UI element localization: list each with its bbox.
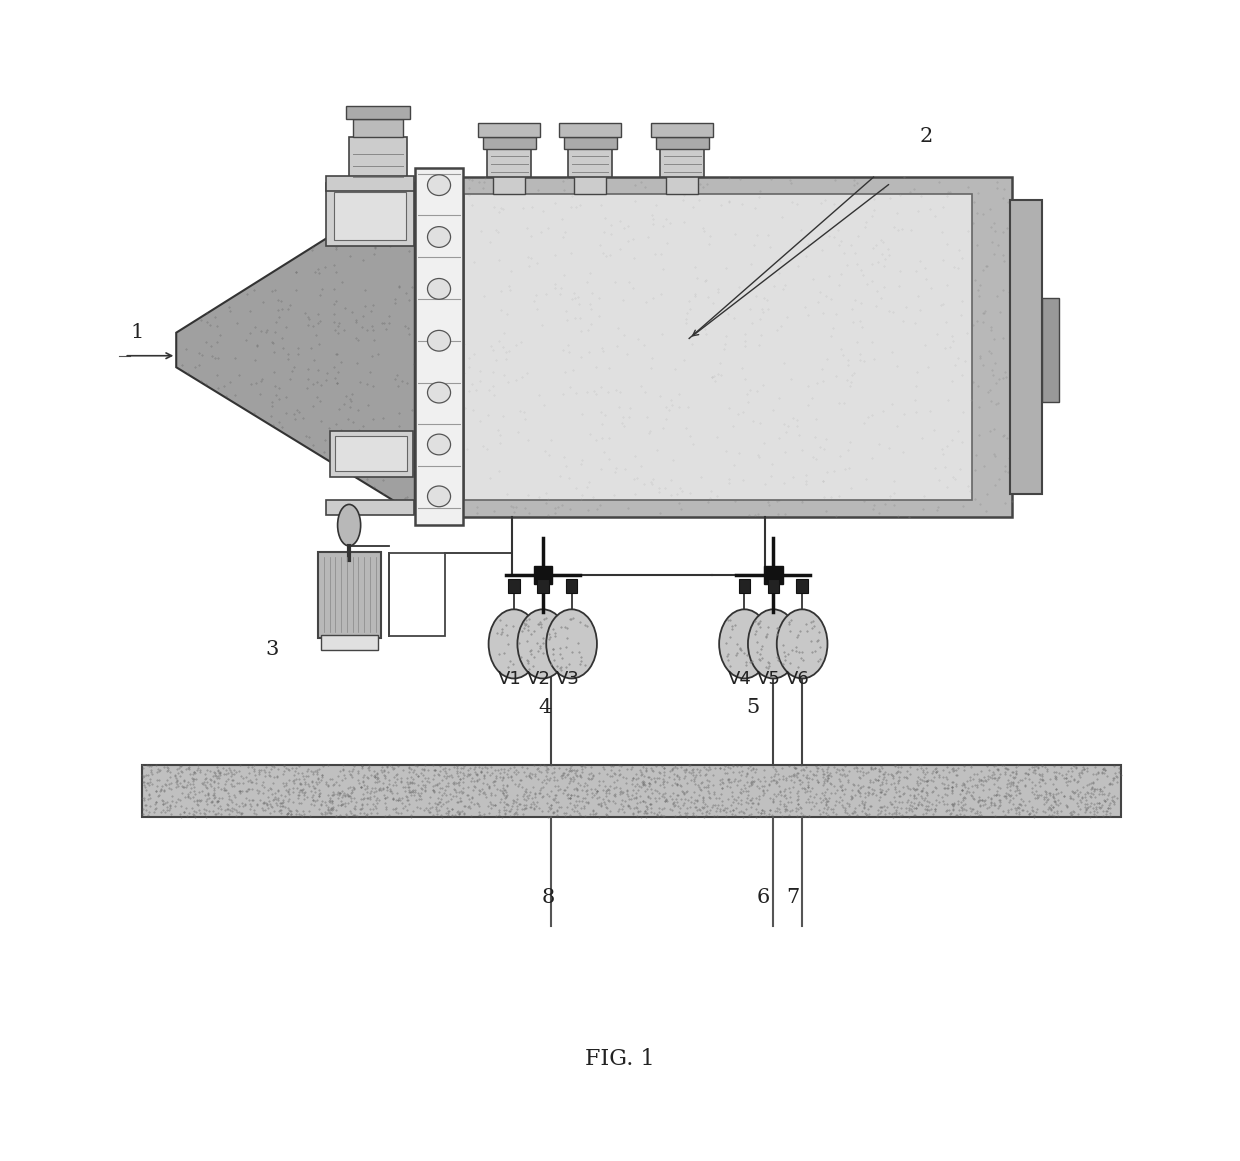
Bar xyxy=(764,565,782,584)
Bar xyxy=(435,178,1012,517)
Ellipse shape xyxy=(547,610,596,678)
Bar xyxy=(352,120,403,137)
Ellipse shape xyxy=(776,610,827,678)
Text: V2: V2 xyxy=(527,670,551,688)
Ellipse shape xyxy=(428,331,450,351)
Bar xyxy=(537,579,548,593)
Text: 3: 3 xyxy=(265,641,278,659)
Ellipse shape xyxy=(428,226,450,247)
Bar xyxy=(350,137,407,182)
Bar xyxy=(415,168,464,525)
Bar xyxy=(321,635,378,650)
Bar xyxy=(796,579,808,593)
Bar xyxy=(559,123,621,137)
Text: V6: V6 xyxy=(786,670,810,688)
Bar xyxy=(326,182,414,246)
Bar xyxy=(508,579,520,593)
Ellipse shape xyxy=(428,434,450,455)
Bar xyxy=(661,149,704,178)
Ellipse shape xyxy=(748,610,799,678)
Text: 5: 5 xyxy=(746,698,759,717)
Bar xyxy=(1042,298,1059,402)
Bar xyxy=(334,192,405,240)
Bar xyxy=(533,565,552,584)
Ellipse shape xyxy=(517,610,568,678)
Ellipse shape xyxy=(428,382,450,403)
Text: V3: V3 xyxy=(556,670,579,688)
Bar xyxy=(1009,200,1042,495)
Ellipse shape xyxy=(719,610,770,678)
Text: FIG. 1: FIG. 1 xyxy=(585,1048,655,1069)
Bar xyxy=(482,137,536,149)
Text: 4: 4 xyxy=(538,698,552,717)
Bar xyxy=(330,431,413,477)
Bar xyxy=(574,174,606,194)
Ellipse shape xyxy=(428,279,450,300)
Bar xyxy=(656,137,709,149)
Bar xyxy=(487,149,531,178)
Bar xyxy=(346,106,410,120)
Bar xyxy=(326,176,414,190)
Bar xyxy=(739,579,750,593)
Bar xyxy=(563,137,616,149)
Bar xyxy=(568,149,611,178)
Bar xyxy=(465,194,972,500)
Bar xyxy=(326,500,414,514)
Text: V5: V5 xyxy=(758,670,781,688)
Bar xyxy=(494,174,526,194)
Text: 7: 7 xyxy=(786,888,800,907)
Bar xyxy=(141,765,1121,817)
Bar xyxy=(479,123,541,137)
Bar xyxy=(565,579,578,593)
Polygon shape xyxy=(176,182,415,513)
Bar xyxy=(768,579,779,593)
Text: 1: 1 xyxy=(130,324,144,342)
Ellipse shape xyxy=(489,610,539,678)
Bar xyxy=(335,437,407,471)
Text: 6: 6 xyxy=(756,888,770,907)
Bar xyxy=(666,174,698,194)
Ellipse shape xyxy=(337,504,361,546)
Text: V4: V4 xyxy=(728,670,753,688)
Bar xyxy=(651,123,713,137)
Bar xyxy=(389,553,445,636)
Text: V1: V1 xyxy=(497,670,522,688)
Text: 2: 2 xyxy=(920,128,932,146)
Ellipse shape xyxy=(428,175,450,195)
Text: 8: 8 xyxy=(542,888,556,907)
Ellipse shape xyxy=(428,486,450,506)
Bar xyxy=(317,551,382,639)
